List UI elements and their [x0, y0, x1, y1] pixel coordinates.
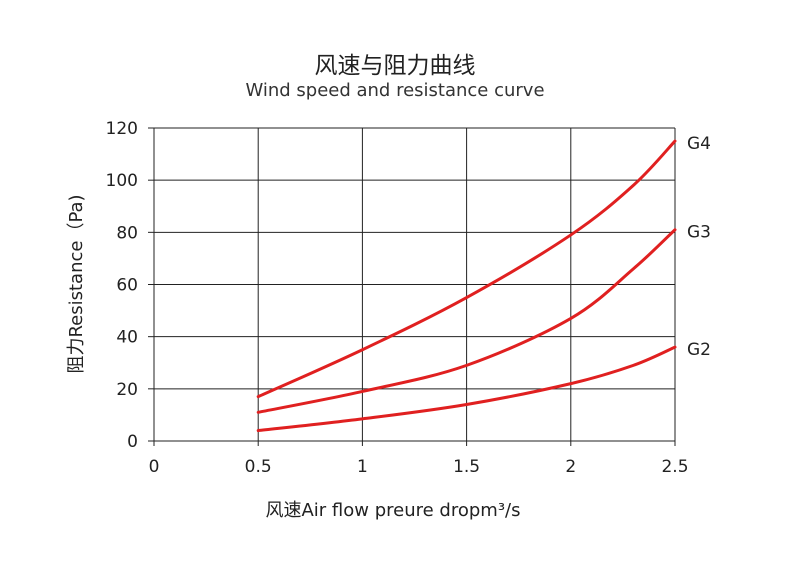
series-label-g3: G3: [687, 223, 711, 243]
y-axis-label: 阻力Resistance（Pa): [66, 194, 87, 373]
series-label-g4: G4: [687, 134, 711, 154]
x-axis-label: 风速Air flow preure dropm³/s: [265, 500, 520, 521]
series-line-g2: [256, 345, 677, 433]
series-line-g4: [256, 139, 677, 399]
chart-subtitle: Wind speed and resistance curve: [245, 80, 545, 101]
y-tick-label: 60: [116, 276, 138, 296]
y-tick-label: 40: [116, 328, 138, 348]
series-lines: [256, 139, 677, 433]
x-tick-label: 2: [565, 457, 576, 477]
grid: [148, 127, 676, 446]
chart-title: 风速与阻力曲线: [314, 53, 476, 79]
series-line-g3: [256, 228, 677, 414]
y-tick-labels: 0 20 40 60 80 100 120: [106, 119, 138, 452]
x-tick-labels: 0 0.5 1 1.5 2 2.5: [149, 457, 689, 477]
y-tick-label: 120: [106, 119, 138, 139]
series-label-g2: G2: [687, 340, 711, 360]
x-tick-label: 2.5: [661, 457, 688, 477]
y-tick-label: 20: [116, 380, 138, 400]
x-tick-label: 1: [357, 457, 368, 477]
y-tick-label: 0: [127, 432, 138, 452]
x-tick-label: 0: [149, 457, 160, 477]
x-tick-label: 0.5: [245, 457, 272, 477]
series-labels: G4 G3 G2: [687, 134, 711, 360]
x-tick-label: 1.5: [453, 457, 480, 477]
y-tick-label: 80: [116, 223, 138, 243]
y-tick-label: 100: [106, 171, 138, 191]
